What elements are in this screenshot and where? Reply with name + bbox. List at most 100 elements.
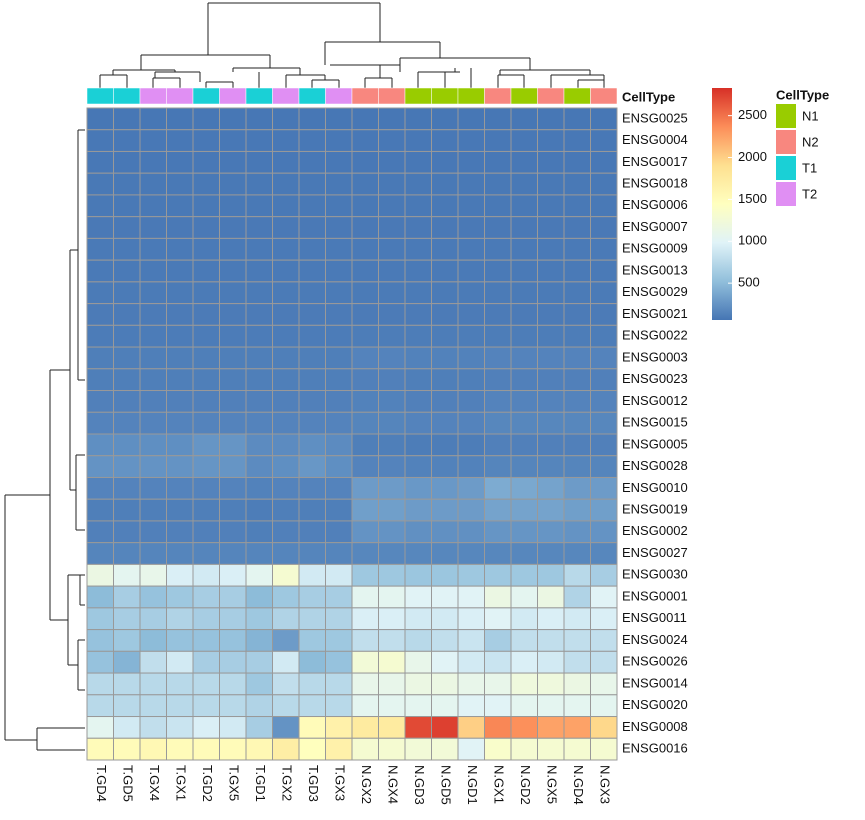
- heatmap-cell: [378, 520, 406, 544]
- heatmap-cell: [245, 520, 273, 544]
- heatmap-cell: [272, 716, 300, 739]
- column-dendrogram: [99, 2, 605, 88]
- heatmap-cell: [272, 390, 300, 413]
- heatmap-cell: [166, 107, 194, 131]
- heatmap-cell: [272, 259, 300, 283]
- heatmap-cell: [86, 390, 114, 413]
- heatmap-cell: [510, 563, 538, 587]
- heatmap-cell: [457, 476, 485, 500]
- heatmap-cell: [510, 346, 538, 370]
- heatmap-cell: [484, 107, 512, 131]
- heatmap-cell: [219, 650, 247, 674]
- legend-label: N1: [802, 108, 819, 123]
- heatmap-cell: [219, 585, 247, 609]
- heatmap-cell: [139, 737, 167, 761]
- heatmap-cell: [113, 346, 141, 370]
- heatmap-cell: [219, 216, 247, 239]
- heatmap-cell: [590, 129, 618, 152]
- heatmap-cell: [378, 390, 406, 413]
- heatmap-cell: [113, 150, 141, 174]
- heatmap-cell: [484, 150, 512, 174]
- annotation-cell: [113, 87, 141, 105]
- heatmap-cell: [457, 737, 485, 761]
- heatmap-cell: [404, 346, 432, 370]
- heatmap-cell: [219, 629, 247, 652]
- heatmap-cell: [325, 281, 353, 305]
- heatmap-cell: [166, 259, 194, 283]
- heatmap-cell: [378, 694, 406, 718]
- heatmap-cell: [192, 629, 220, 652]
- heatmap-cell: [563, 650, 591, 674]
- heatmap-cell: [457, 650, 485, 674]
- heatmap-cell: [325, 303, 353, 326]
- heatmap-cell: [378, 303, 406, 326]
- heatmap-cell: [431, 368, 459, 392]
- row-label: ENSG0026: [622, 654, 688, 669]
- heatmap-cell: [219, 520, 247, 544]
- heatmap-cell: [404, 150, 432, 174]
- column-label: T.GX5: [226, 765, 241, 801]
- heatmap-cell: [113, 237, 141, 261]
- heatmap-cell: [192, 520, 220, 544]
- column-label: N.GD5: [438, 765, 453, 805]
- heatmap-cell: [563, 433, 591, 457]
- heatmap-cell: [510, 737, 538, 761]
- column-label: N.GD4: [571, 765, 586, 805]
- heatmap-cell: [192, 455, 220, 478]
- heatmap-cell: [139, 411, 167, 435]
- heatmap-cell: [351, 563, 379, 587]
- heatmap-cell: [404, 281, 432, 305]
- heatmap-cell: [537, 433, 565, 457]
- heatmap-cell: [404, 411, 432, 435]
- heatmap-cell: [351, 259, 379, 283]
- heatmap-cell: [86, 237, 114, 261]
- heatmap-cell: [457, 411, 485, 435]
- heatmap-cell: [563, 455, 591, 478]
- heatmap-cell: [272, 194, 300, 218]
- heatmap-cell: [325, 563, 353, 587]
- heatmap-cell: [378, 259, 406, 283]
- heatmap-cell: [192, 411, 220, 435]
- heatmap-cell: [510, 368, 538, 392]
- heatmap-cell: [431, 411, 459, 435]
- heatmap-cell: [272, 346, 300, 370]
- legend-swatch: [776, 104, 796, 128]
- heatmap-cell: [404, 629, 432, 652]
- heatmap-cell: [166, 433, 194, 457]
- column-label: N.GX3: [597, 765, 612, 804]
- annotation-cell: [298, 87, 326, 105]
- heatmap-cell: [192, 259, 220, 283]
- heatmap-cell: [431, 107, 459, 131]
- heatmap-cell: [484, 585, 512, 609]
- heatmap-cell: [245, 303, 273, 326]
- heatmap-cell: [378, 346, 406, 370]
- heatmap-cell: [537, 303, 565, 326]
- heatmap-cell: [272, 172, 300, 196]
- heatmap-cell: [457, 346, 485, 370]
- heatmap-cell: [404, 694, 432, 718]
- row-label: ENSG0027: [622, 545, 688, 560]
- heatmap-cell: [378, 563, 406, 587]
- heatmap-cell: [457, 368, 485, 392]
- heatmap-cell: [166, 672, 194, 696]
- heatmap-cell: [378, 737, 406, 761]
- heatmap-cell: [245, 607, 273, 631]
- heatmap-cell: [86, 542, 114, 565]
- heatmap-cell: [219, 150, 247, 174]
- heatmap-cell: [166, 346, 194, 370]
- heatmap-cell: [192, 281, 220, 305]
- heatmap-cell: [537, 129, 565, 152]
- heatmap-cell: [510, 520, 538, 544]
- heatmap-cell: [272, 216, 300, 239]
- heatmap-cell: [113, 737, 141, 761]
- heatmap-cell: [298, 694, 326, 718]
- heatmap-cell: [113, 520, 141, 544]
- heatmap-cell: [537, 629, 565, 652]
- heatmap-cell: [113, 129, 141, 152]
- row-label: ENSG0022: [622, 328, 688, 343]
- heatmap-cell: [537, 520, 565, 544]
- heatmap-cell: [537, 368, 565, 392]
- annotation-cell: [139, 87, 167, 105]
- heatmap-cell: [484, 672, 512, 696]
